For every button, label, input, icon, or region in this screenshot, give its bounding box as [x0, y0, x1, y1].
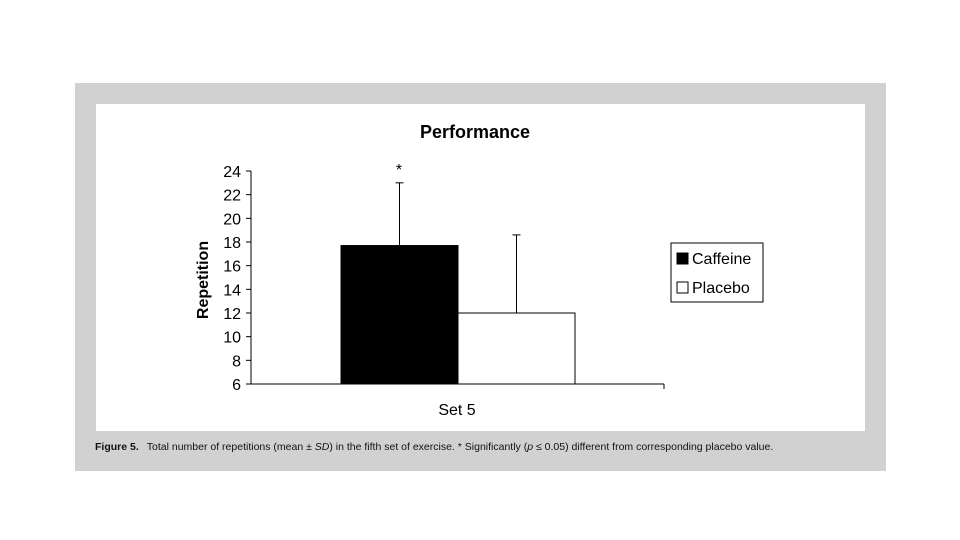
y-tick-label: 14: [223, 282, 241, 299]
y-tick-label: 24: [223, 164, 241, 181]
bar-placebo: [457, 312, 576, 385]
caption-label: Figure 5.: [95, 441, 139, 453]
legend: Caffeine Placebo: [670, 242, 764, 303]
legend-swatch-caffeine: [676, 252, 689, 265]
figure-caption: Figure 5. Total number of repetitions (me…: [95, 441, 875, 453]
caption-text-a: Total number of repetitions (mean ±: [146, 441, 315, 453]
caption-sd: SD: [314, 441, 330, 453]
y-tick-label: 20: [223, 211, 241, 228]
y-tick-label: 22: [223, 188, 241, 205]
legend-label-caffeine: Caffeine: [692, 251, 751, 268]
legend-swatch-placebo: [676, 281, 689, 294]
caption-text-b: ) in the fifth set of exercise. * Signif…: [329, 441, 528, 453]
y-axis-ticks: 6 8 10 12 14 16 18 20 22 24: [223, 164, 251, 394]
error-bars: [395, 182, 521, 313]
y-axis-label: Repetition: [195, 241, 212, 319]
chart-title: Performance: [420, 122, 530, 142]
y-tick-label: 8: [232, 353, 241, 370]
y-tick-label: 16: [223, 259, 241, 276]
y-tick-label: 10: [223, 330, 241, 347]
y-tick-label: 12: [223, 306, 241, 323]
y-tick-label: 6: [232, 377, 241, 394]
legend-label-placebo: Placebo: [692, 280, 750, 297]
caption-p: p: [527, 441, 534, 453]
caption-text-c: ≤ 0.05) different from corresponding pla…: [533, 441, 774, 453]
bars: [340, 245, 576, 385]
significance-asterisk: *: [396, 162, 402, 179]
y-tick-label: 18: [223, 235, 241, 252]
bar-caffeine: [340, 245, 459, 385]
x-category-label: Set 5: [438, 402, 475, 419]
